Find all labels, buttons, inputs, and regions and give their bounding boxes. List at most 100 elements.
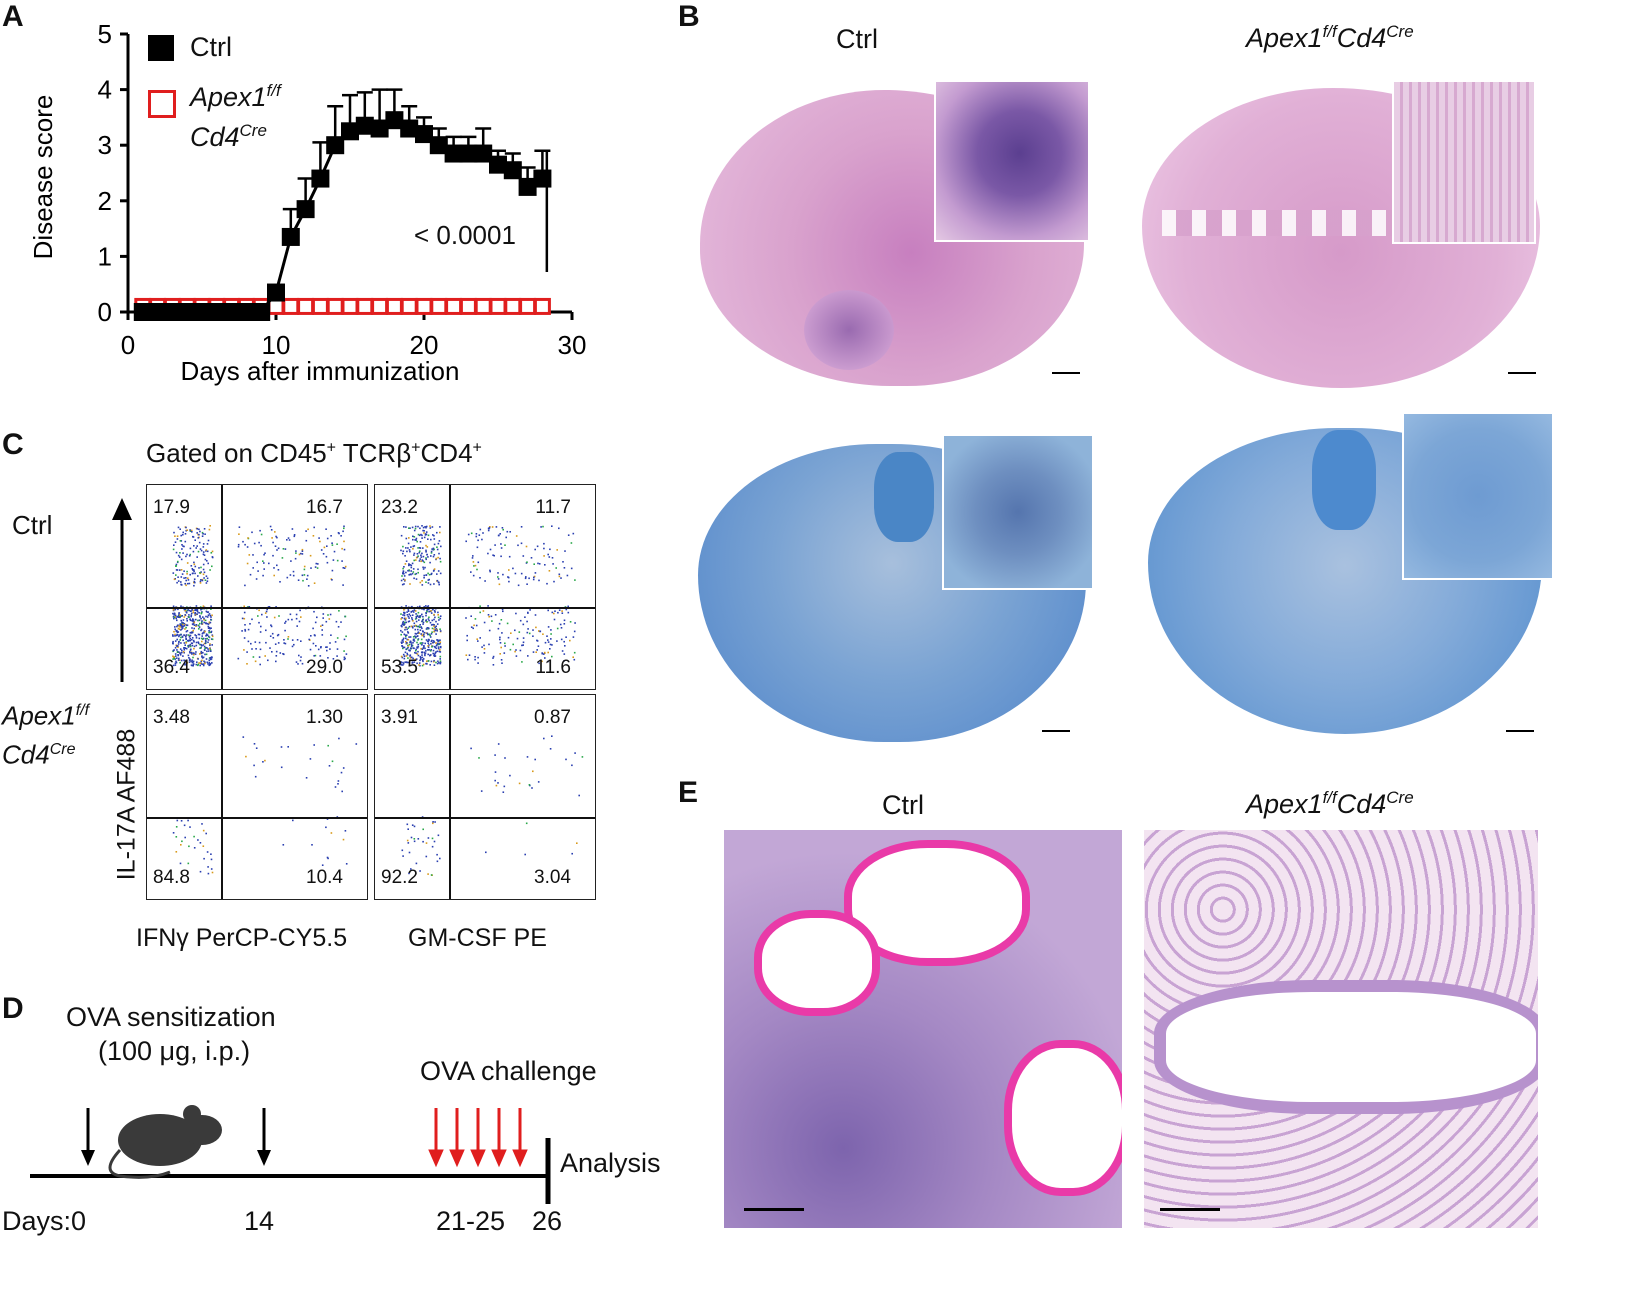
data-point-ko <box>282 297 300 315</box>
panel-label-b: B <box>678 0 700 33</box>
flow-y-axis-label: IL-17A AF488 <box>112 728 141 881</box>
data-point-ctrl <box>385 111 404 130</box>
timeline <box>30 1105 551 1204</box>
scale-bar <box>1160 1208 1220 1211</box>
panel-e-ko-title: Apex1f/fCd4Cre <box>1246 788 1414 819</box>
data-point-ctrl <box>178 303 197 321</box>
quadrant-value-br: 11.6 <box>535 657 571 678</box>
data-point-ko <box>371 297 389 315</box>
data-point-ctrl <box>193 303 211 321</box>
flow-dots <box>400 525 576 667</box>
flow-dots <box>401 735 584 876</box>
data-point-ctrl <box>296 200 315 219</box>
y-tick-label: 1 <box>98 241 112 271</box>
data-point-ctrl <box>474 144 493 163</box>
row-label-ctrl: Ctrl <box>12 510 53 540</box>
panel-b-ctrl-title: Ctrl <box>836 24 878 54</box>
data-point-ctrl <box>533 169 552 188</box>
scale-bar <box>1508 372 1536 374</box>
row-label-ko: Apex1f/f Cd4Cre <box>2 700 90 770</box>
x-tick-label: 20 <box>410 330 439 360</box>
gate-line <box>375 817 595 819</box>
data-point-ctrl <box>355 116 374 135</box>
day-21-25-label: 21-25 <box>436 1206 506 1236</box>
quadrant-value-bl: 36.4 <box>153 657 190 678</box>
sensitization-arrow-icon <box>257 1108 271 1166</box>
data-point-ctrl <box>459 144 478 163</box>
data-point-ko <box>489 297 507 315</box>
data-point-ko <box>430 297 448 315</box>
panel-b-ko-title: Apex1f/fCd4Cre <box>1246 22 1414 53</box>
data-point-ctrl <box>429 136 448 155</box>
data-point-ko <box>297 297 315 315</box>
x-axis-label: Days after immunization <box>181 356 460 386</box>
x-tick-label: 30 <box>558 330 587 360</box>
gate-line <box>221 695 223 899</box>
data-point-ko <box>341 297 359 315</box>
scale-bar <box>744 1208 804 1211</box>
quadrant-value-bl: 53.5 <box>381 657 418 678</box>
sensitization-arrow-icon <box>81 1108 95 1166</box>
data-point-ctrl <box>148 303 167 321</box>
gate-line <box>375 607 595 609</box>
histology-he-ctrl <box>694 80 1090 392</box>
legend-ko-marker <box>148 90 176 118</box>
disease-score-chart: 0 1 2 3 4 5 0 10 20 30 Days after immunization Dise… <box>28 19 587 386</box>
data-point-ctrl <box>252 303 271 321</box>
data-point-ko <box>445 297 463 315</box>
data-point-ctrl <box>207 303 226 321</box>
data-point-ctrl <box>163 303 182 321</box>
inset-lfb-ko <box>1402 412 1554 580</box>
quadrant-value-tl: 3.48 <box>153 707 190 728</box>
gate-line <box>449 485 451 689</box>
flow-x-label-ifng: IFNγ PerCP-CY5.5 <box>136 924 348 952</box>
lung-histology-ko <box>1144 830 1538 1228</box>
data-point-ko <box>400 297 418 315</box>
data-point-ctrl <box>489 155 507 174</box>
quadrant-value-tl: 23.2 <box>381 497 418 518</box>
day-14-label: 14 <box>244 1206 275 1236</box>
quadrant-value-br: 10.4 <box>306 867 343 888</box>
flow-dots <box>172 525 348 667</box>
quadrant-value-br: 29.0 <box>306 657 343 678</box>
flow-plot: 23.2 11.7 53.5 11.6 <box>374 484 596 690</box>
gate-line <box>449 695 451 899</box>
flow-plot: 3.48 1.30 84.8 10.4 <box>146 694 368 900</box>
mouse-icon <box>108 1105 222 1179</box>
y-tick-label: 0 <box>98 297 112 327</box>
flow-x-label-gmcsf: GM-CSF PE <box>408 924 547 952</box>
data-point-ctrl <box>415 125 433 144</box>
data-point-ctrl <box>133 303 152 321</box>
data-point-ctrl <box>281 227 300 246</box>
quadrant-value-br: 3.04 <box>534 867 571 888</box>
data-point-ko <box>326 297 344 315</box>
y-axis-label: Disease score <box>28 95 58 260</box>
data-point-ko <box>415 297 433 315</box>
legend-ko-label: Apex1f/f Cd4Cre <box>190 81 281 152</box>
y-tick-label: 3 <box>98 130 112 160</box>
data-point-ctrl <box>370 119 389 138</box>
ova-challenge-label: OVA challenge <box>420 1056 597 1086</box>
data-point-ko <box>533 297 551 315</box>
panel-label-c: C <box>2 428 24 461</box>
inset-he-ctrl <box>934 80 1090 242</box>
scale-bar <box>1052 372 1080 374</box>
data-point-ko <box>311 297 329 315</box>
gate-line <box>221 485 223 689</box>
quadrant-value-bl: 84.8 <box>153 867 190 888</box>
data-point-ko <box>504 297 522 315</box>
gate-line <box>147 607 367 609</box>
y-tick-label: 2 <box>98 186 112 216</box>
data-point-ctrl <box>326 136 345 155</box>
panel-label-d: D <box>2 992 24 1025</box>
ova-sensitization-dose: (100 μg, i.p.) <box>98 1036 251 1066</box>
p-value-annotation: < 0.0001 <box>414 220 516 250</box>
legend-ctrl-label: Ctrl <box>190 32 232 62</box>
day-0-label: Days:0 <box>2 1206 87 1236</box>
lung-histology-ctrl <box>724 830 1122 1228</box>
quadrant-value-bl: 92.2 <box>381 867 418 888</box>
inset-he-ko <box>1392 80 1536 244</box>
panel-e-ctrl-title: Ctrl <box>882 790 924 820</box>
panel-label-a: A <box>2 0 24 33</box>
data-point-ctrl <box>341 122 359 141</box>
